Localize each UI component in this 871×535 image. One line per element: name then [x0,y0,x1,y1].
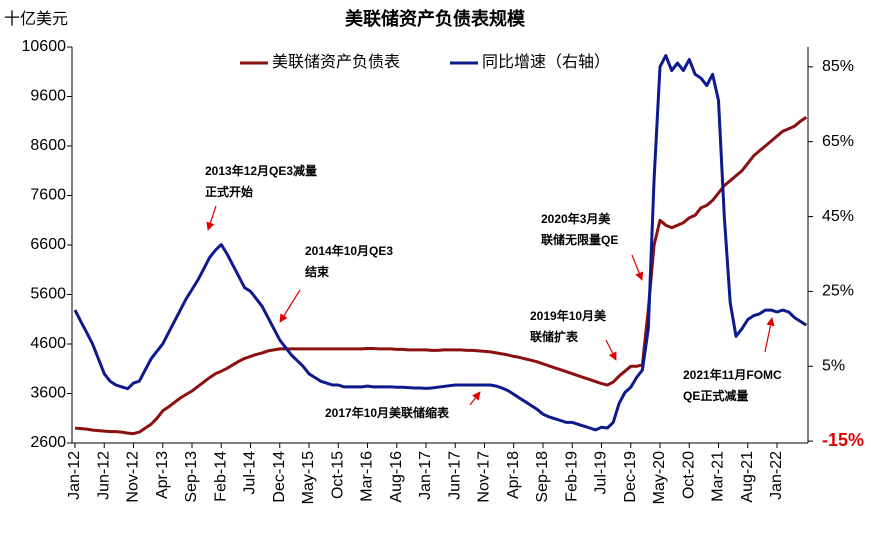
x-tick-label: Apr-18 [505,451,522,499]
annotation: 2020年3月美 [541,211,611,226]
x-tick-label: Jun-12 [95,451,112,500]
arrow [206,205,217,231]
x-tick-label: Nov-12 [125,451,142,503]
y-tick-label: 5600 [30,286,66,303]
chart-title: 美联储资产负债表规模 [345,8,526,29]
annotation: 2017年10月美联储缩表 [325,405,450,420]
x-tick-label: Mar-16 [359,451,376,502]
y-tick-label: 2600 [30,434,66,451]
series-line [73,54,808,432]
x-tick-label: Nov-17 [476,451,493,503]
arrow [631,254,644,281]
series-line [74,116,808,436]
y2-tick-label: 5% [822,357,845,374]
y-tick-label: 9600 [30,88,66,105]
x-tick-label: Jan-22 [768,451,785,500]
annotation-arrows [206,205,775,406]
x-tick-label: Mar-21 [710,451,727,502]
x-tick-label: Jan-17 [417,451,434,500]
x-tick-label: Oct-15 [329,451,346,499]
y-tick-label: 3600 [30,385,66,402]
x-tick-label: Apr-13 [154,451,171,499]
y-tick-label: 4600 [30,335,66,352]
y2-tick-label: 65% [822,133,854,150]
x-tick-label: Sep-18 [534,451,551,503]
annotation: 结束 [305,264,330,279]
y2-tick-label: 85% [822,58,854,75]
y2-tick-label: 45% [822,208,854,225]
x-tick-label: Jun-17 [446,451,463,500]
x-tick-label: Aug-16 [388,451,405,503]
y-axis-label: 十亿美元 [4,10,68,28]
annotation: 正式开始 [205,184,253,199]
annotation: 2014年10月QE3 [305,243,393,258]
annotation: 联储无限量QE [541,232,618,247]
arrow [764,317,775,353]
legend-label: 美联储资产负债表 [272,53,400,71]
y-tick-label: 7600 [30,187,66,204]
x-tick-label: May-20 [651,451,668,504]
y2-tick-label: 25% [822,283,854,300]
annotation: 联储扩表 [530,329,579,344]
arrow [469,391,481,406]
x-tick-label: Aug-21 [739,451,756,503]
y-tick-label: 10600 [22,38,67,55]
y2-tick-label: -15% [822,430,864,450]
legend-label: 同比增速（右轴） [482,53,610,71]
x-tick-label: Feb-19 [563,451,580,502]
annotation: 2013年12月QE3减量 [205,163,317,178]
arrow [279,289,301,323]
x-tick-label: Sep-13 [183,451,200,503]
x-tick-label: Jul-14 [242,451,259,495]
annotation: 2021年11月FOMC [683,367,782,382]
x-tick-label: Jul-19 [593,451,610,495]
y-tick-label: 8600 [30,137,66,154]
x-tick-label: Jan-12 [66,451,83,500]
arrow [605,339,617,361]
x-tick-label: Dec-19 [622,451,639,503]
annotation: 2019年10月美 [530,308,607,323]
x-tick-label: May-15 [300,451,317,504]
y-tick-label: 6600 [30,236,66,253]
annotation: QE正式减量 [683,388,748,403]
x-tick-label: Dec-14 [271,451,288,503]
x-tick-label: Feb-14 [212,451,229,502]
x-tick-label: Oct-20 [680,451,697,499]
